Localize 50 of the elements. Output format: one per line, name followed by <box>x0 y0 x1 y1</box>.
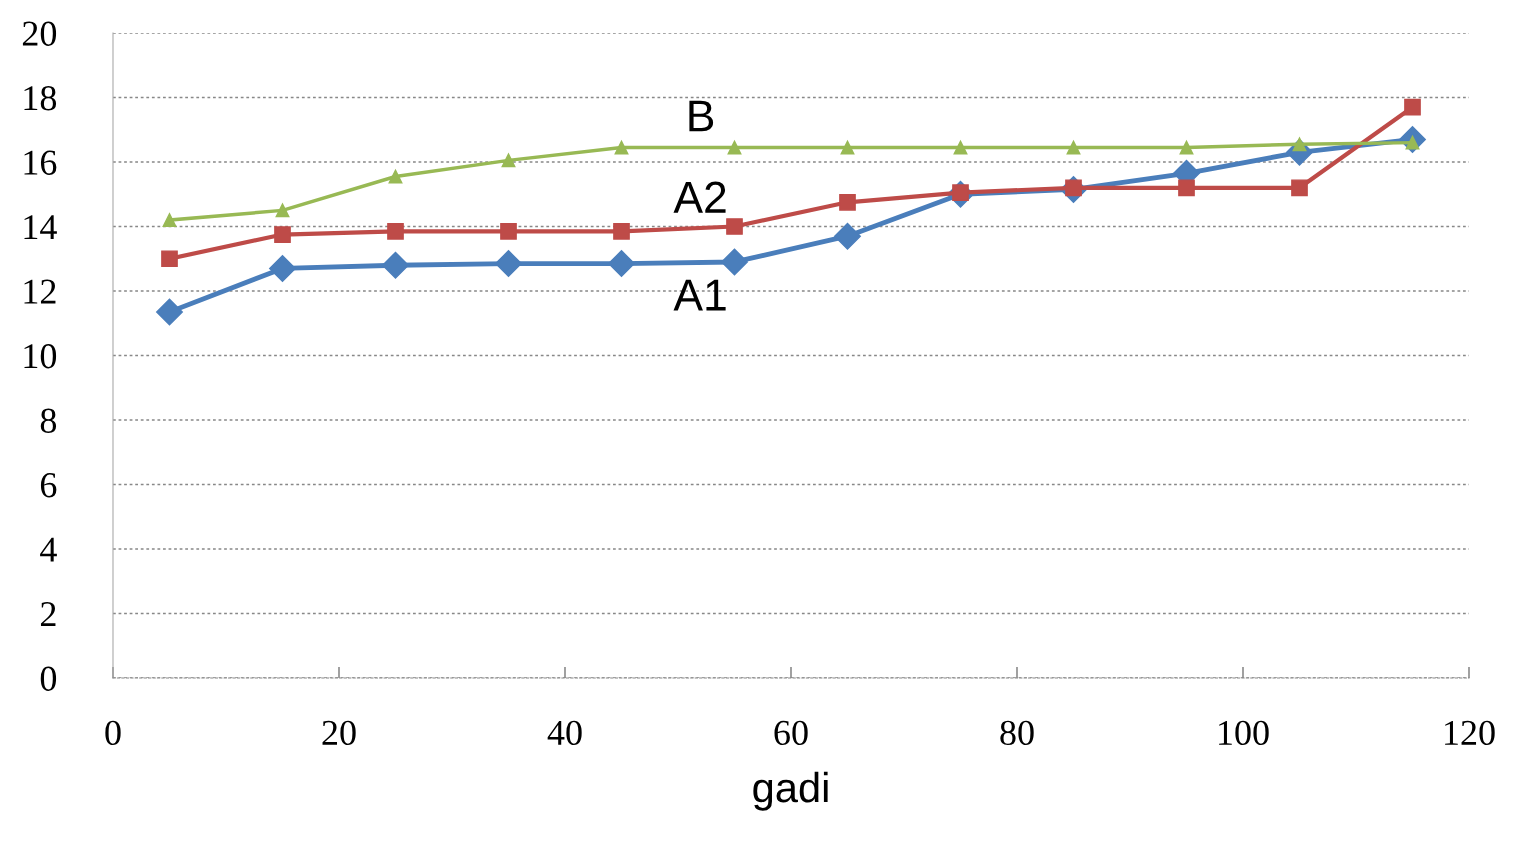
point <box>840 140 855 155</box>
x-tick-label: 60 <box>774 720 808 746</box>
point <box>613 223 630 240</box>
y-tick-label: 20 <box>22 21 57 46</box>
point <box>501 153 516 168</box>
y-tick-label: 4 <box>40 537 57 562</box>
point <box>953 140 968 155</box>
point <box>834 222 861 250</box>
point <box>721 248 748 276</box>
point <box>275 203 290 218</box>
point <box>1179 140 1194 155</box>
point <box>1292 137 1307 152</box>
point <box>500 223 517 240</box>
point <box>839 193 856 211</box>
point <box>495 250 522 278</box>
x-tick-label: 100 <box>1219 720 1269 746</box>
y-tick-label: 18 <box>24 86 57 111</box>
point <box>726 218 743 235</box>
point <box>1404 98 1421 116</box>
x-tick-label: 0 <box>105 720 121 746</box>
point <box>269 254 296 282</box>
point <box>1178 179 1195 197</box>
y-tick-label: 2 <box>40 602 56 627</box>
x-tick-label: 40 <box>547 720 582 746</box>
point <box>614 140 629 155</box>
point <box>387 223 404 240</box>
point <box>161 250 178 268</box>
x-tick-label: 120 <box>1445 720 1495 746</box>
point <box>382 251 409 279</box>
point <box>388 169 403 184</box>
y-tick-label: 12 <box>24 279 56 304</box>
y-tick-label: 0 <box>40 666 57 691</box>
series-label: A1 <box>673 279 726 311</box>
point <box>274 226 291 243</box>
y-tick-label: 10 <box>24 344 57 369</box>
x-tick-label: 80 <box>1000 720 1034 746</box>
point <box>162 213 177 227</box>
x-tick-label: 20 <box>322 720 356 746</box>
point <box>1291 179 1308 197</box>
series-label: A2 <box>673 181 726 213</box>
y-tick-label: 8 <box>40 408 57 433</box>
point <box>727 140 742 155</box>
point <box>608 250 635 278</box>
y-tick-label: 14 <box>24 215 57 240</box>
series-label: B <box>689 100 714 132</box>
x-axis-title: gadi <box>753 771 828 811</box>
point <box>156 298 183 326</box>
point <box>1066 140 1081 155</box>
y-tick-label: 6 <box>40 473 57 498</box>
y-tick-label: 16 <box>24 150 57 175</box>
